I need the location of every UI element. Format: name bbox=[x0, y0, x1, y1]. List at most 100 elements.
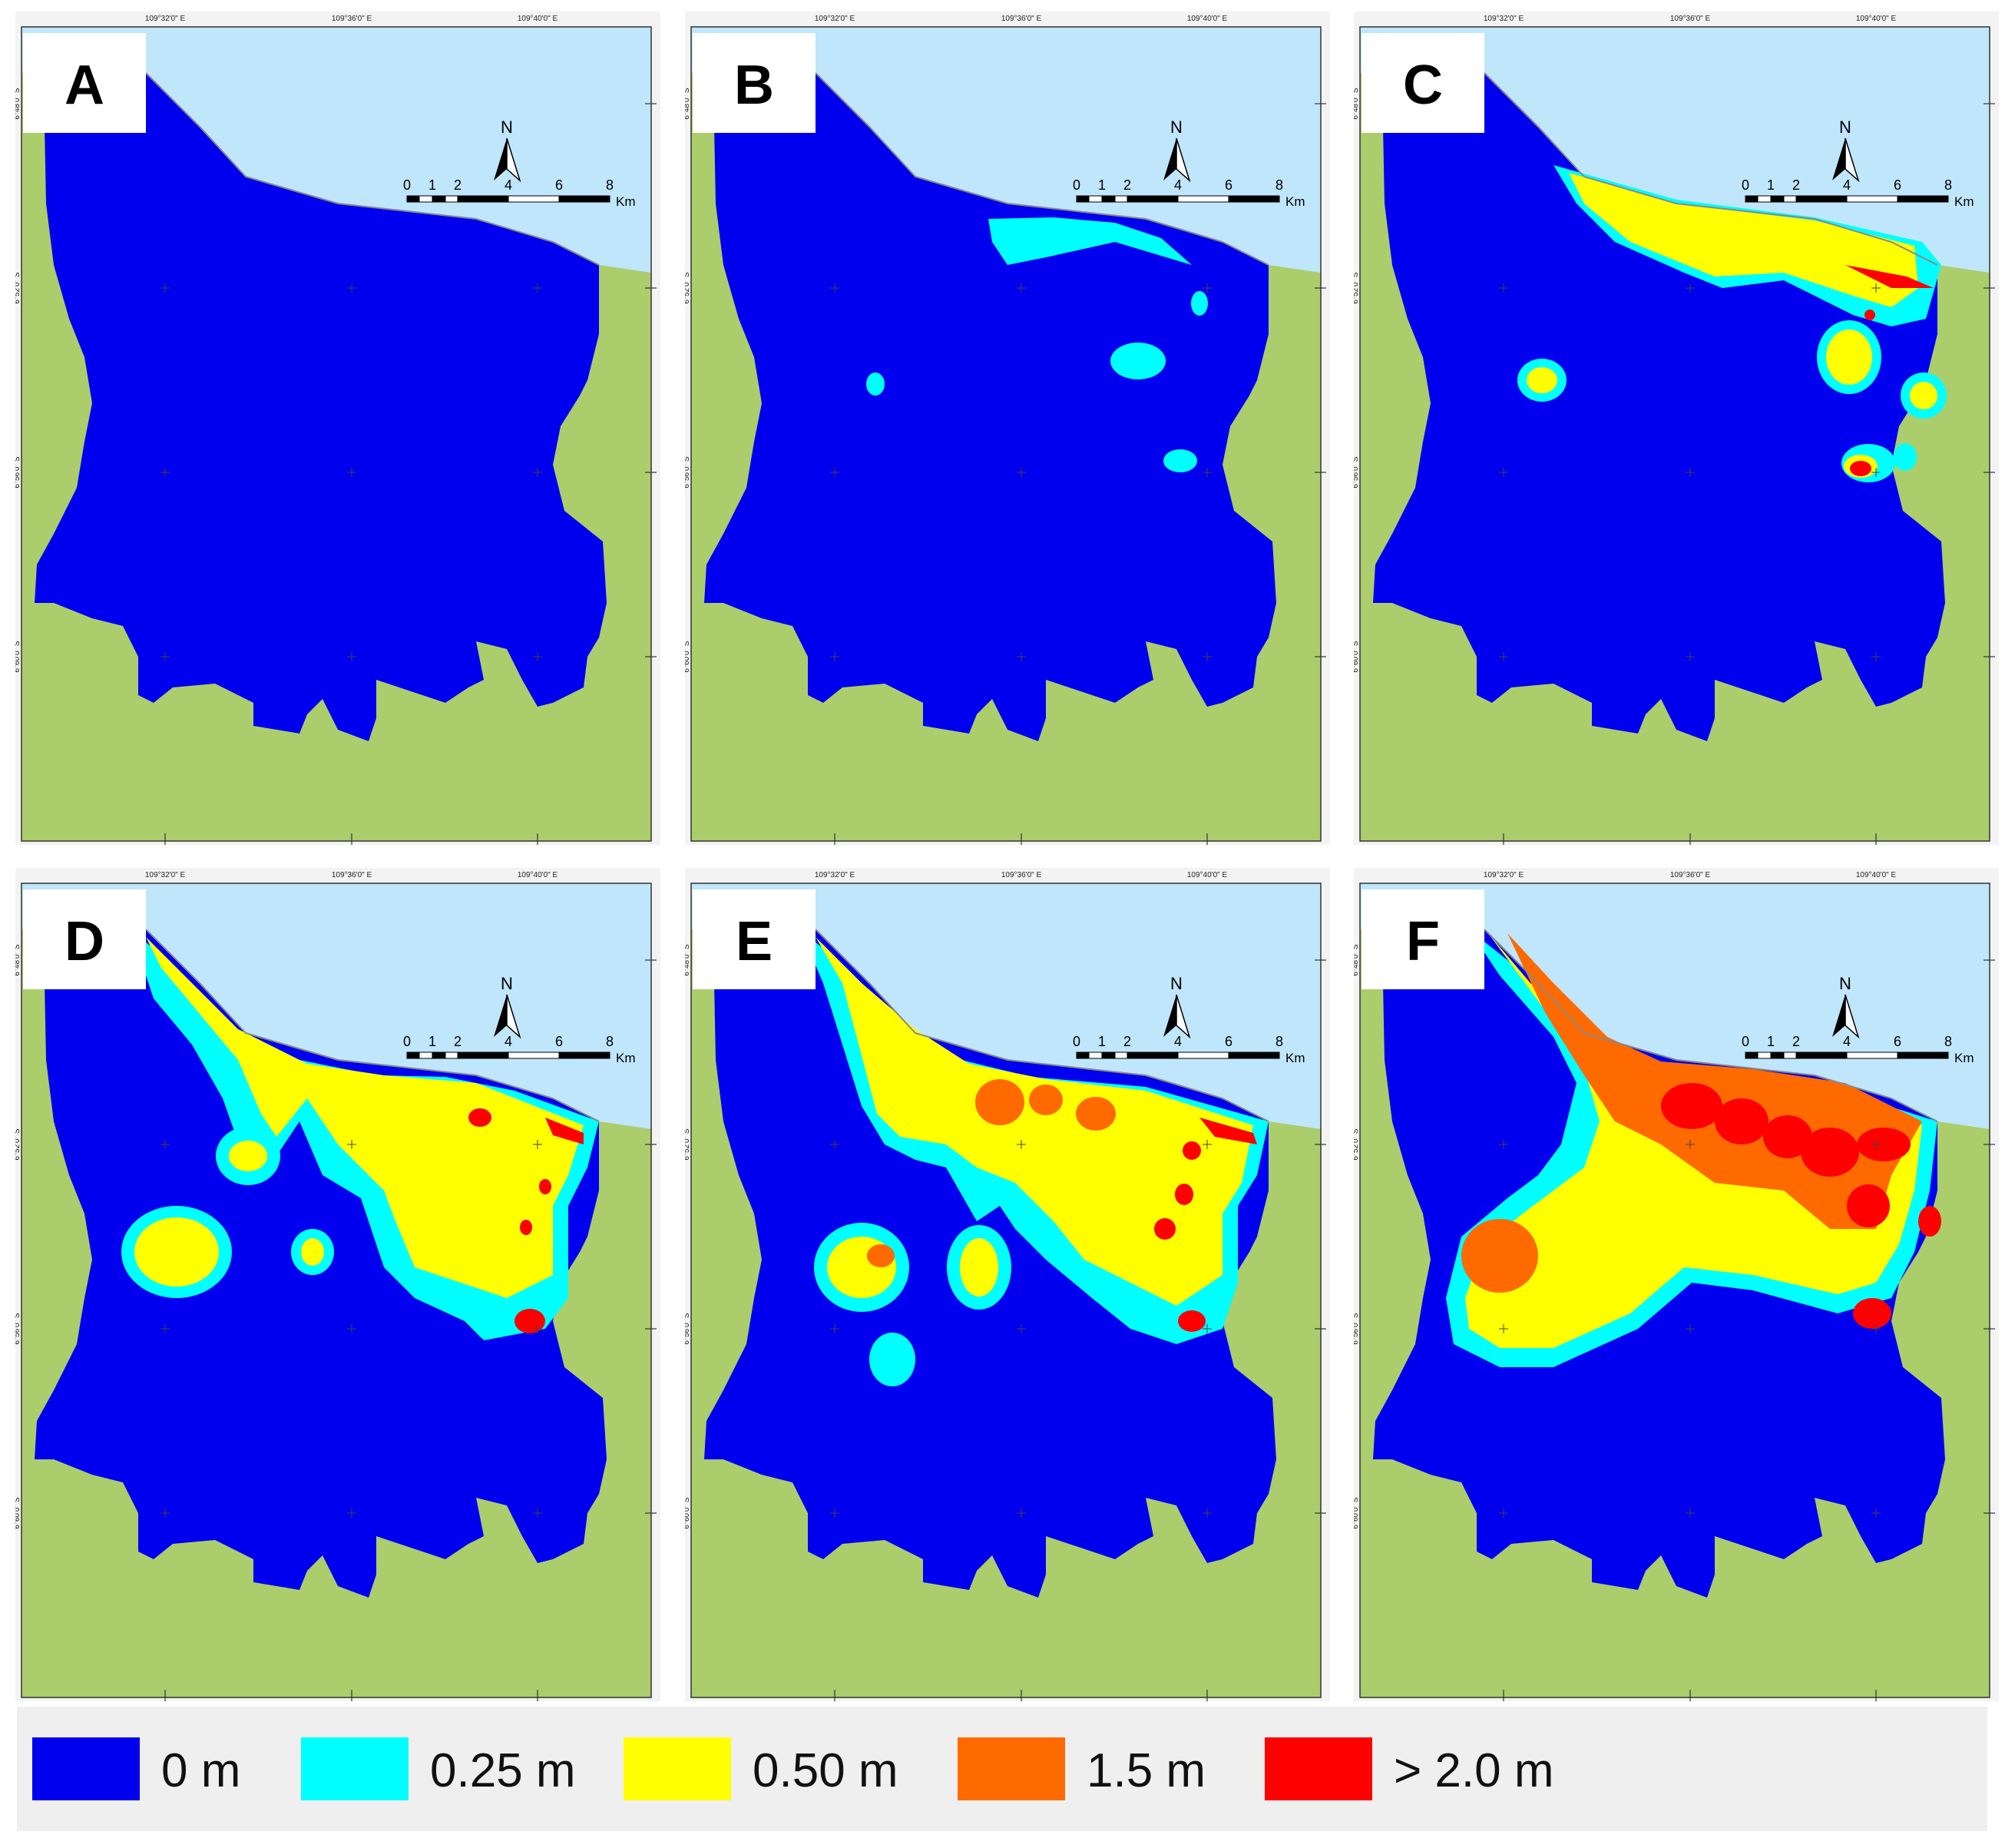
legend-label: 1.5 m bbox=[1087, 1744, 1206, 1797]
scale-bar: 0 1 2 4 6 8Km bbox=[1073, 1034, 1305, 1065]
scale-bar-unit: Km bbox=[1285, 1051, 1305, 1065]
scale-bar-segment bbox=[558, 1052, 610, 1059]
north-arrow-icon: N bbox=[494, 118, 521, 183]
scale-bar-tick-label: 0 bbox=[403, 1034, 411, 1049]
scale-bar-tick-label: 2 bbox=[454, 1034, 462, 1049]
longitude-tick-label: 109°32'0" E bbox=[815, 15, 855, 23]
graticule-cross bbox=[1871, 468, 1881, 477]
map-panel-c: 109°32'0" E 109°36'0" E 109°40'0" E 6°48'0"… bbox=[1354, 12, 1999, 845]
north-arrow-icon: N bbox=[1163, 974, 1191, 1039]
graticule-cross bbox=[347, 652, 356, 661]
legend-swatch bbox=[301, 1737, 409, 1800]
panel-label-box bbox=[23, 33, 146, 133]
latitude-tick-label: 6°56'0" S bbox=[685, 456, 691, 488]
inundation-patch bbox=[1857, 1128, 1911, 1161]
scale-bar-tick-label: 8 bbox=[1944, 177, 1952, 193]
inundation-layer bbox=[468, 1108, 584, 1333]
latitude-tick-label: 6°48'0" S bbox=[1354, 88, 1360, 119]
scale-bar-unit: Km bbox=[1285, 194, 1305, 209]
scale-bar-segment bbox=[1088, 1052, 1103, 1059]
inundation-patch bbox=[1110, 343, 1166, 379]
scale-bar-segment bbox=[432, 195, 446, 203]
map-border bbox=[21, 26, 652, 842]
panel-label-box bbox=[1361, 889, 1484, 989]
inundation-patch bbox=[545, 1118, 584, 1144]
map-svg: 109°32'0" E 109°36'0" E 109°40'0" E 6°48'0"… bbox=[685, 15, 1326, 845]
sea-area bbox=[22, 883, 651, 1129]
graticule-cross bbox=[347, 283, 356, 293]
inundation-patch bbox=[1461, 1219, 1538, 1293]
latitude-tick-label: 6°60'0" S bbox=[15, 641, 22, 672]
scale-bar-segment bbox=[1770, 1052, 1785, 1059]
legend-label: 0.25 m bbox=[430, 1744, 576, 1797]
scale-bar-segment bbox=[406, 1052, 420, 1059]
legend-swatch bbox=[1265, 1737, 1372, 1800]
latitude-tick-label: 6°52'0" S bbox=[1354, 1128, 1360, 1160]
panel-label: C bbox=[1403, 55, 1443, 116]
scale-bar-segment bbox=[406, 195, 420, 203]
legend: 0 m 0.25 m 0.50 m 1.5 m > 2.0 m bbox=[17, 1707, 1987, 1831]
scale-bar-segment bbox=[1127, 1052, 1179, 1059]
north-arrow-label: N bbox=[1839, 118, 1851, 137]
scale-bar-segment bbox=[1897, 195, 1949, 203]
map-border bbox=[1359, 883, 1990, 1698]
graticule-cross bbox=[160, 1509, 170, 1518]
scale-bar-tick-label: 0 bbox=[1073, 177, 1080, 193]
north-arrow-left bbox=[494, 995, 507, 1037]
latitude-tick-label: 6°52'0" S bbox=[15, 272, 22, 303]
panel-label: B bbox=[734, 55, 774, 116]
scale-bar-tick-label: 4 bbox=[505, 177, 512, 193]
scale-bar-tick-label: 1 bbox=[1098, 177, 1106, 193]
inundation-layer bbox=[134, 937, 584, 1298]
scale-bar-tick-label: 8 bbox=[606, 1034, 614, 1049]
panel-label: D bbox=[65, 911, 104, 972]
graticule-cross bbox=[1499, 283, 1508, 293]
graticule-cross bbox=[533, 283, 542, 293]
scale-bar-tick-label: 0 bbox=[1073, 1034, 1080, 1049]
longitude-tick-label: 109°32'0" E bbox=[145, 871, 186, 879]
longitude-tick-label: 109°40'0" E bbox=[1856, 15, 1897, 23]
inundation-layer bbox=[1661, 1083, 1941, 1329]
map-border bbox=[21, 883, 652, 1698]
graticule-cross bbox=[1203, 468, 1212, 477]
coastline bbox=[1484, 72, 1938, 266]
graticule-cross bbox=[533, 1140, 542, 1149]
north-arrow-left bbox=[1832, 995, 1845, 1037]
scale-bar: 0 1 2 4 6 8Km bbox=[1742, 1034, 1974, 1065]
sea-area bbox=[691, 883, 1321, 1129]
scale-bar-tick-label: 1 bbox=[428, 1034, 436, 1049]
legend-swatch bbox=[958, 1737, 1065, 1800]
scale-bar-tick-label: 6 bbox=[555, 1034, 563, 1049]
legend-swatch bbox=[624, 1737, 731, 1800]
coastline bbox=[815, 929, 1269, 1122]
inundation-patch bbox=[1894, 443, 1917, 471]
sea-area bbox=[1360, 27, 1990, 273]
graticule-cross bbox=[1499, 1140, 1508, 1149]
latitude-tick-label: 6°60'0" S bbox=[15, 1497, 22, 1528]
latitude-tick-label: 6°48'0" S bbox=[15, 88, 22, 119]
latitude-tick-label: 6°56'0" S bbox=[1354, 1313, 1360, 1344]
graticule-cross bbox=[1017, 1324, 1026, 1333]
inundation-patch bbox=[988, 217, 1192, 265]
latitude-tick-label: 6°52'0" S bbox=[685, 1128, 691, 1160]
map-svg: 109°32'0" E 109°36'0" E 109°40'0" E 6°48'0"… bbox=[1354, 15, 1995, 845]
scale-bar-segment bbox=[457, 1052, 509, 1059]
scale-bar-tick-label: 0 bbox=[1742, 1034, 1749, 1049]
north-arrow-icon: N bbox=[1163, 118, 1191, 183]
north-arrow-label: N bbox=[501, 118, 513, 137]
graticule-cross bbox=[347, 1509, 356, 1518]
scale-bar-segment bbox=[1228, 195, 1280, 203]
longitude-tick-label: 109°36'0" E bbox=[1001, 871, 1042, 879]
graticule-cross bbox=[347, 1324, 356, 1333]
north-arrow-right bbox=[506, 994, 521, 1039]
scale-bar-segment bbox=[1897, 1052, 1949, 1059]
legend-label: 0.50 m bbox=[753, 1744, 898, 1797]
longitude-tick-label: 109°36'0" E bbox=[1670, 871, 1711, 879]
latitude-tick-label: 6°60'0" S bbox=[685, 1497, 691, 1528]
inundation-patch bbox=[1850, 461, 1871, 476]
graticule-cross bbox=[1203, 1509, 1212, 1518]
graticule-cross bbox=[1871, 652, 1881, 661]
graticule-cross bbox=[160, 652, 170, 661]
scale-bar-tick-label: 4 bbox=[1843, 177, 1851, 193]
north-arrow-left bbox=[1832, 138, 1845, 180]
